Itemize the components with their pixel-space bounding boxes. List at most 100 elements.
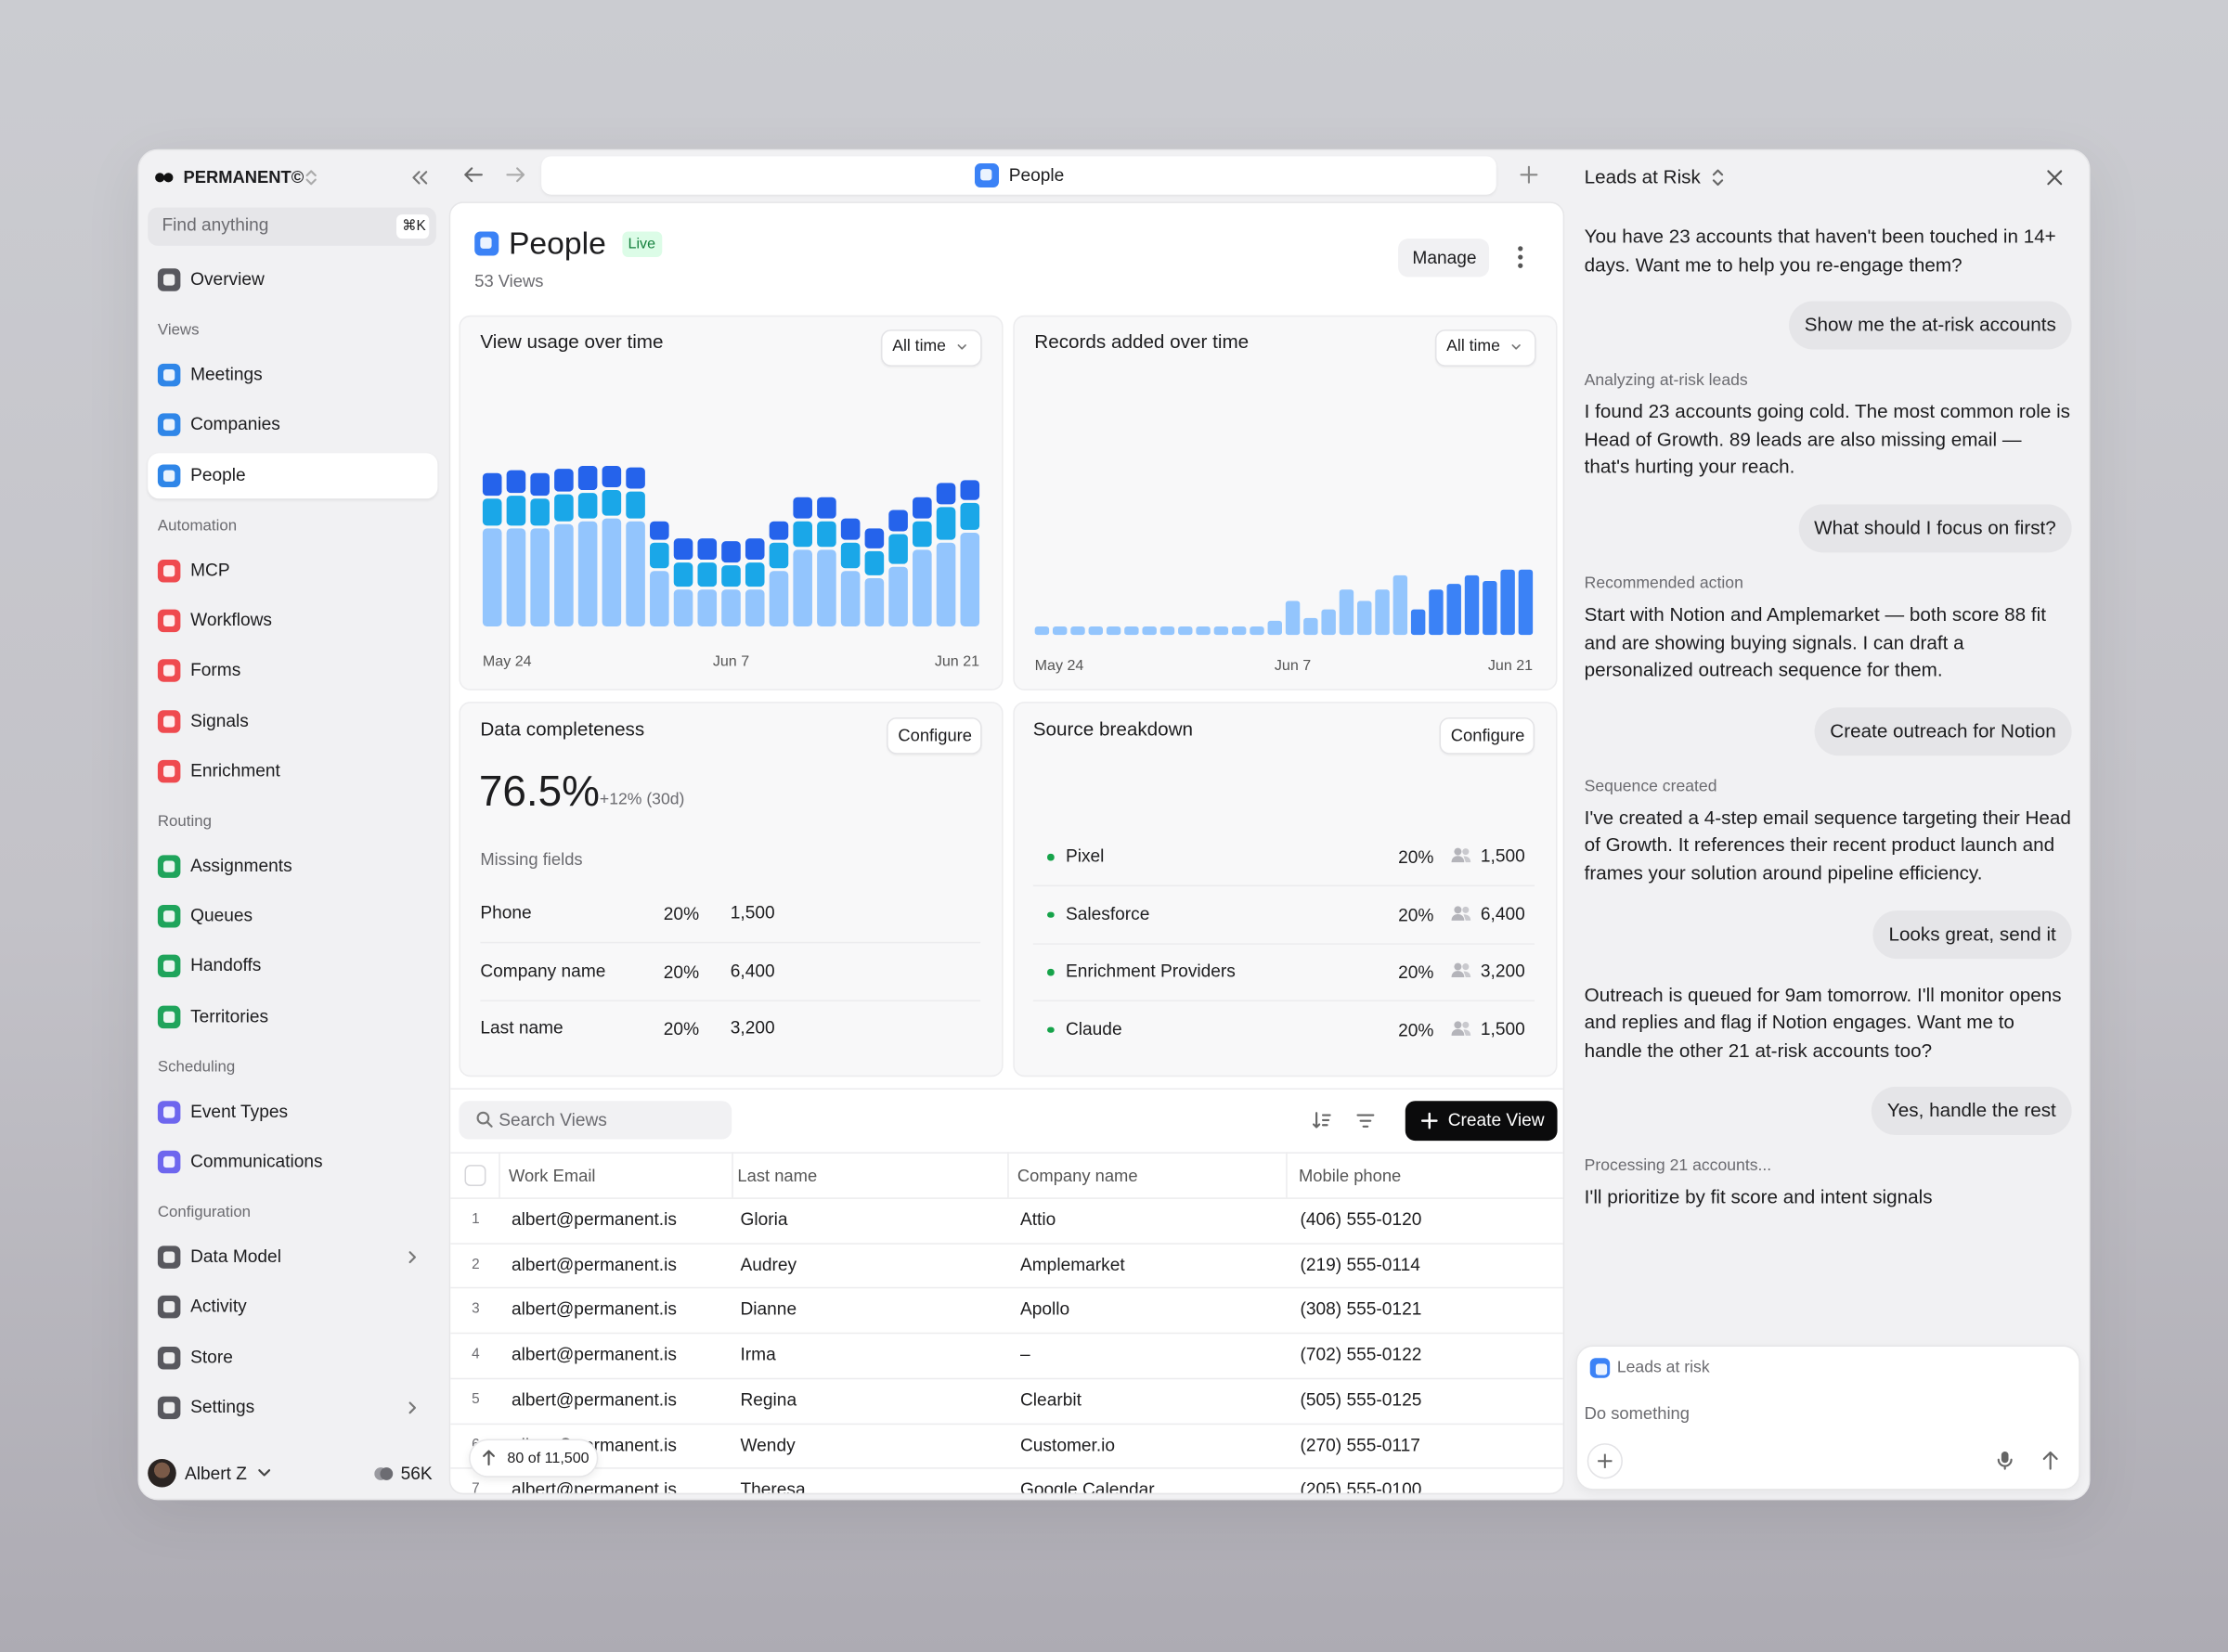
nav-item[interactable]: Store [190,1347,233,1367]
nav-item[interactable]: Companies [190,414,280,435]
sources-card [1013,702,1558,1078]
row-divider [480,941,981,944]
attach-button[interactable] [1587,1443,1623,1479]
bar [650,571,669,626]
status-dot [1047,968,1054,975]
assistant-message: Recommended action Start with Notion and … [1585,575,2072,685]
bar [1303,617,1318,636]
message-bubble: What should I focus on first? [1798,504,2072,553]
table-cell: (270) 555-0117 [1300,1434,1420,1455]
page-title: People [508,226,606,262]
views-search[interactable] [459,1101,732,1140]
row-number: 2 [472,1257,480,1272]
people-icon [1451,904,1472,921]
nav-item[interactable]: Signals [190,710,249,730]
bar [697,589,718,626]
row-divider [450,1287,1563,1289]
send-button [2041,1451,2058,1470]
nav-item[interactable]: People [190,464,246,485]
message-label: Processing 21 accounts... [1584,1157,1772,1176]
bar [817,497,836,519]
bar [1321,609,1336,636]
message-label: Recommended action [1584,574,1743,593]
table-cell: Clearbit [1019,1389,1082,1410]
configure-button[interactable] [1439,716,1535,755]
nav-item[interactable]: Enrichment [190,760,280,781]
nav-item[interactable]: Settings [190,1397,255,1417]
bar [1410,609,1426,636]
more-menu [1515,246,1526,268]
shortcut: ⌘K [402,218,426,235]
select-all[interactable] [464,1165,486,1187]
range-select[interactable] [1434,329,1536,367]
source-count: 1,500 [1480,845,1525,866]
bar [793,521,812,548]
user-name[interactable]: Albert Z [184,1464,247,1484]
bar [745,538,765,561]
nav-item[interactable]: Meetings [190,364,263,385]
workspace-name[interactable]: PERMANENT© [183,167,304,187]
column-divider [1286,1152,1288,1198]
configure-button[interactable] [887,716,982,755]
user-message: Create outreach for Notion [1585,706,2072,755]
status-dot [1047,910,1054,918]
x-tick-label: May 24 [483,653,532,670]
bar [913,497,932,519]
mic-button [1997,1451,2014,1470]
table-cell: Amplemarket [1019,1254,1125,1275]
row-divider [1032,1000,1535,1002]
completeness-change: +12% (30d) [599,791,685,809]
status-dot [1047,853,1054,860]
search-box[interactable] [148,207,436,246]
nav-item[interactable]: Overview [190,269,265,290]
user-message: Show me the at-risk accounts [1585,301,2072,350]
assistant-message: Processing 21 accounts... I'll prioritize… [1585,1158,2072,1212]
nav-item[interactable]: Handoffs [190,955,262,976]
manage-button[interactable] [1398,239,1490,277]
user-message: Yes, handle the rest [1585,1087,2072,1136]
table-cell: albert@permanent.is [512,1299,677,1320]
x-tick-label: May 24 [1035,657,1084,674]
nav-item[interactable]: Activity [190,1297,247,1317]
nav-item[interactable]: Event Types [190,1101,289,1121]
message-bubble: Looks great, send it [1872,910,2072,959]
source-percent: 20% [1398,904,1434,925]
nav-item[interactable]: MCP [190,560,230,580]
range-select[interactable] [880,329,982,367]
nav-item[interactable]: Queues [190,905,253,926]
card-title: Source breakdown [1032,718,1194,741]
bar [840,571,861,626]
bar [577,493,598,519]
nav-item[interactable]: Territories [190,1005,269,1026]
bar [936,483,956,505]
nav-item[interactable]: Data Model [190,1246,281,1267]
nav-section-title: Configuration [157,1204,252,1221]
bar [721,589,741,626]
manage-label: Manage [1412,248,1477,268]
plus-icon [1420,1112,1438,1129]
bar [1124,626,1139,636]
nav-item[interactable]: Assignments [190,855,292,876]
nav-icon [157,759,181,783]
nav-item[interactable]: Workflows [190,610,272,630]
source-percent: 20% [1398,962,1434,983]
nav-icon [157,659,181,682]
nav-item[interactable]: Forms [190,660,241,680]
bar [769,571,789,626]
bar [913,521,932,548]
x-tick-label: Jun 21 [1488,657,1533,674]
bar [1285,600,1301,636]
row-number: 1 [472,1211,480,1228]
row-number: 3 [472,1301,480,1318]
nav-item[interactable]: Communications [190,1151,323,1171]
context-label: Leads at risk [1616,1359,1710,1377]
assistant-message: You have 23 accounts that haven't been t… [1585,223,2072,278]
live-badge [622,231,663,258]
x-tick-label: Jun 7 [713,653,749,670]
bar [650,542,669,569]
bar [482,528,502,626]
bar [1357,600,1372,636]
table-cell: Google Calendar [1019,1479,1155,1495]
shortcut-badge [396,214,430,239]
table-cell: Gloria [740,1209,788,1230]
